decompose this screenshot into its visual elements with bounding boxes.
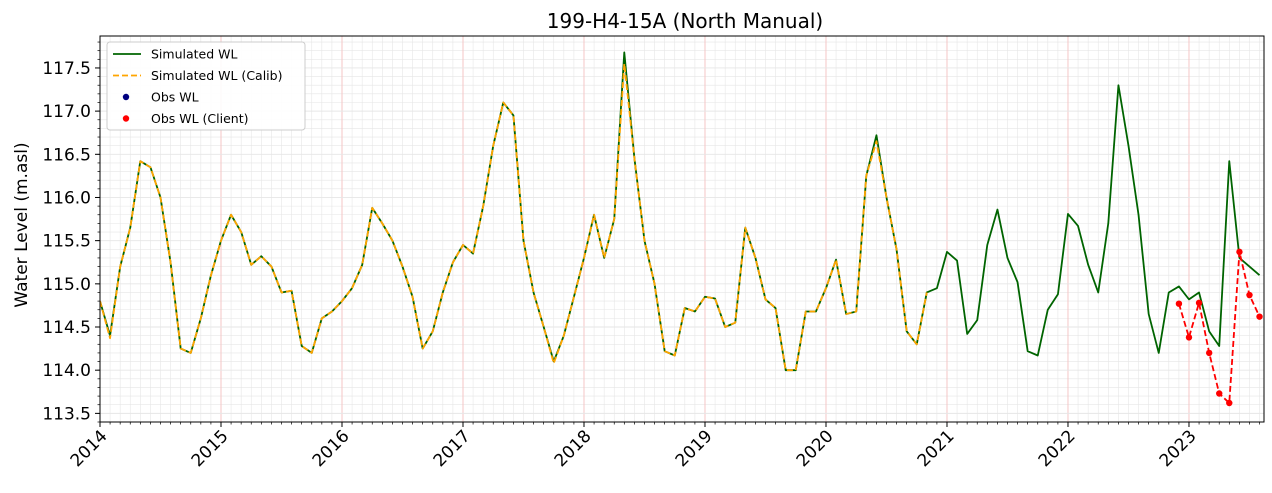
legend-box (106, 41, 306, 131)
legend-label: Obs WL (151, 90, 199, 105)
grid (99, 36, 1264, 423)
series-line-simulated-wl-calib (100, 62, 928, 372)
y-tick-label: 117.5 (42, 59, 91, 79)
data-point-obs-wl-client (1205, 349, 1213, 357)
data-point-obs-wl-client (1216, 390, 1223, 397)
data-point-obs-wl-client (1236, 248, 1243, 256)
y-tick-label: 115.0 (42, 275, 91, 295)
chart-title: 199-H4-15A (North Manual) (547, 9, 823, 33)
legend-marker (122, 115, 130, 122)
legend: Simulated WL Simulated WL (Calib) Obs WL Ob… (106, 41, 306, 131)
data-point-obs-wl-client (1246, 291, 1253, 299)
x-tick-label: 2014 (67, 426, 112, 471)
y-tick-label: 114.0 (42, 361, 91, 381)
y-tick-label: 116.5 (42, 145, 91, 165)
y-tick-label: 114.5 (42, 318, 91, 338)
y-tick-label: 113.5 (42, 404, 91, 424)
legend-item-simulated-wl-calib: Simulated WL (Calib) (113, 68, 282, 83)
plot-frame (99, 35, 1265, 423)
x-tick-label: 2016 (309, 426, 354, 471)
series-group (100, 51, 1263, 407)
y-axis-label: Water Level (m.asl) (12, 142, 32, 307)
legend-label: Simulated WL (Calib) (151, 68, 282, 83)
x-tick-label: 2015 (188, 426, 233, 471)
legend-marker (122, 93, 130, 101)
data-point-obs-wl-client (1226, 399, 1233, 407)
data-point-obs-wl-client (1256, 313, 1263, 320)
legend-label: Obs WL (Client) (151, 111, 249, 126)
legend-item-obs-wl-client: Obs WL (Client) (122, 111, 249, 126)
data-point-obs-wl-client (1175, 300, 1183, 307)
x-tick-label: 2020 (793, 426, 838, 471)
x-tick-label: 2019 (672, 426, 717, 471)
x-tick-label: 2023 (1156, 426, 1201, 471)
x-tick-label: 2018 (551, 426, 596, 471)
legend-item-simulated-wl: Simulated WL (113, 47, 237, 62)
x-tick-label: 2022 (1035, 426, 1080, 471)
data-point-obs-wl-client (1195, 299, 1203, 307)
x-tick-label: 2017 (430, 426, 475, 471)
legend-item-obs-wl: Obs WL (122, 90, 199, 105)
data-point-obs-wl-client (1185, 334, 1193, 341)
x-tick-label: 2021 (914, 426, 959, 471)
y-tick-label: 115.5 (42, 232, 91, 252)
y-tick-label: 116.0 (42, 188, 91, 208)
y-tick-label: 117.0 (42, 102, 91, 122)
legend-label: Simulated WL (151, 47, 237, 62)
